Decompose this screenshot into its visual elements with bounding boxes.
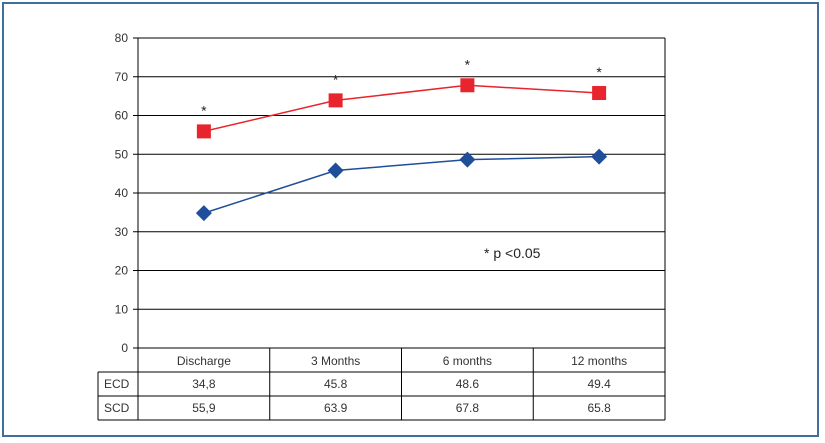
table-cell-value: 65.8 bbox=[587, 401, 611, 415]
table-cell-value: 48.6 bbox=[456, 377, 480, 391]
point-ecd bbox=[591, 148, 608, 165]
point-scd bbox=[460, 78, 475, 93]
table-cell-value: 49.4 bbox=[587, 377, 611, 391]
significance-star: * bbox=[465, 56, 471, 72]
ytick-label-30: 30 bbox=[115, 225, 129, 239]
table-cell-value: 55,9 bbox=[192, 401, 216, 415]
table-series-label: ECD bbox=[104, 377, 130, 391]
point-scd bbox=[196, 124, 211, 139]
point-ecd bbox=[459, 151, 476, 168]
series-line-scd bbox=[203, 84, 600, 133]
table-series-label: SCD bbox=[104, 401, 130, 415]
series-line-ecd bbox=[203, 155, 600, 214]
data-table: Discharge 3 Months 6 months 12 months ECD 34,… bbox=[97, 347, 666, 421]
p-value-annotation: * p <0.05 bbox=[484, 245, 541, 261]
ytick-label-0: 0 bbox=[121, 341, 128, 355]
point-ecd bbox=[327, 162, 344, 179]
y-axis-ticks: 0 10 20 30 40 50 60 70 80 bbox=[115, 31, 138, 355]
ytick-label-40: 40 bbox=[115, 186, 129, 200]
ytick-label-60: 60 bbox=[115, 109, 129, 123]
category-label: 6 months bbox=[443, 354, 492, 368]
category-label: 3 Months bbox=[311, 354, 360, 368]
significance-star: * bbox=[596, 64, 602, 80]
ytick-label-50: 50 bbox=[115, 147, 129, 161]
ytick-label-80: 80 bbox=[115, 31, 129, 45]
ytick-label-10: 10 bbox=[115, 302, 129, 316]
category-label: 12 months bbox=[571, 354, 627, 368]
significance-star: * bbox=[333, 71, 339, 87]
point-ecd bbox=[195, 205, 212, 222]
grid-lines bbox=[137, 37, 666, 348]
table-cell-value: 67.8 bbox=[456, 401, 480, 415]
point-scd bbox=[592, 86, 607, 101]
ytick-label-20: 20 bbox=[115, 264, 129, 278]
significance-star: * bbox=[201, 102, 207, 118]
ytick-label-70: 70 bbox=[115, 70, 129, 84]
table-cell-value: 63.9 bbox=[324, 401, 348, 415]
category-label: Discharge bbox=[177, 354, 231, 368]
table-cell-value: 45.8 bbox=[324, 377, 348, 391]
table-cell-value: 34,8 bbox=[192, 377, 216, 391]
point-scd bbox=[328, 93, 343, 108]
significance-stars: * * * * bbox=[201, 56, 602, 118]
series-markers bbox=[195, 78, 608, 222]
series-lines bbox=[203, 84, 600, 214]
